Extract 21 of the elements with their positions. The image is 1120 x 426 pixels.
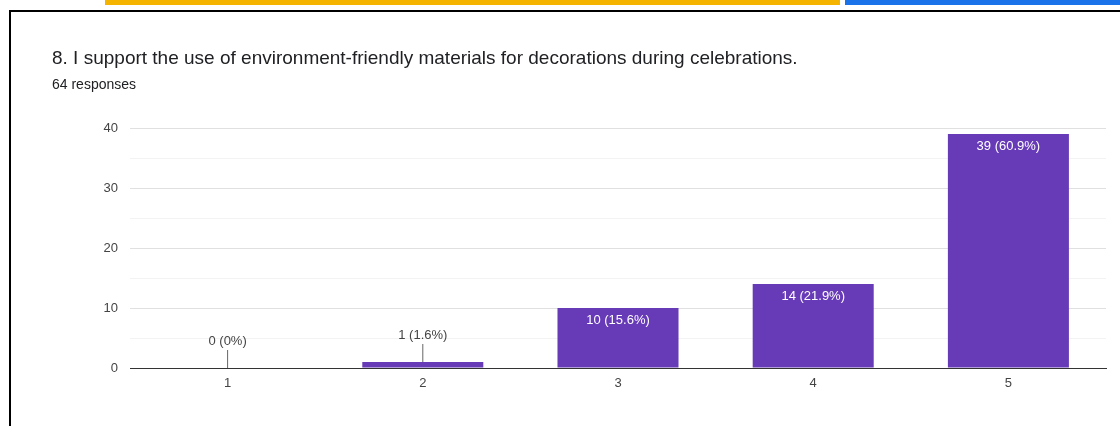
x-tick-label: 5 [1004, 375, 1013, 391]
data-label: 0 (0%) [208, 333, 247, 349]
y-tick-label: 0 [110, 359, 118, 375]
y-tick-label: 40 [103, 119, 118, 135]
data-label: 1 (1.6%) [398, 327, 448, 343]
data-label: 39 (60.9%) [976, 138, 1041, 154]
y-tick-label: 30 [103, 179, 118, 195]
data-label: 10 (15.6%) [586, 312, 650, 328]
data-label: 14 (21.9%) [781, 288, 845, 304]
chart-title: 8. I support the use of environment-friendly materials for decorations during celebrations. [52, 47, 798, 69]
x-tick-label: 2 [419, 375, 427, 391]
x-tick-label: 4 [809, 375, 817, 391]
y-tick-label: 20 [103, 239, 118, 255]
chart-subtitle: 64 responses [52, 76, 137, 92]
x-tick-label: 3 [614, 375, 622, 391]
bar [947, 134, 1069, 368]
bar [752, 284, 874, 368]
y-tick-label: 10 [103, 299, 118, 315]
x-tick-label: 1 [223, 375, 232, 391]
bar [362, 362, 484, 368]
bar [557, 308, 679, 368]
